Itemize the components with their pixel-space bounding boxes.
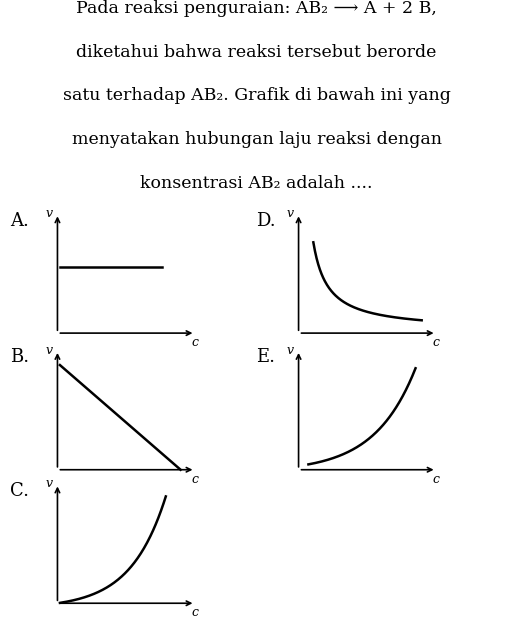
Text: c: c	[433, 336, 440, 349]
Text: D.: D.	[256, 212, 276, 230]
Text: diketahui bahwa reaksi tersebut berorde: diketahui bahwa reaksi tersebut berorde	[76, 43, 437, 61]
Text: v: v	[286, 343, 293, 356]
Text: C.: C.	[10, 482, 29, 500]
Text: v: v	[45, 477, 52, 490]
Text: E.: E.	[256, 348, 275, 366]
Text: A.: A.	[10, 212, 29, 230]
Text: konsentrasi AB₂ adalah ....: konsentrasi AB₂ adalah ....	[140, 175, 373, 192]
Text: c: c	[433, 473, 440, 486]
Text: c: c	[192, 336, 199, 349]
Text: satu terhadap AB₂. Grafik di bawah ini yang: satu terhadap AB₂. Grafik di bawah ini y…	[63, 88, 450, 104]
Text: v: v	[45, 343, 52, 356]
Text: c: c	[192, 606, 199, 619]
Text: B.: B.	[10, 348, 29, 366]
Text: c: c	[192, 473, 199, 486]
Text: v: v	[286, 207, 293, 220]
Text: v: v	[45, 207, 52, 220]
Text: menyatakan hubungan laju reaksi dengan: menyatakan hubungan laju reaksi dengan	[71, 131, 442, 148]
Text: Pada reaksi penguraian: AB₂ ⟶ A + 2 B,: Pada reaksi penguraian: AB₂ ⟶ A + 2 B,	[76, 0, 437, 17]
